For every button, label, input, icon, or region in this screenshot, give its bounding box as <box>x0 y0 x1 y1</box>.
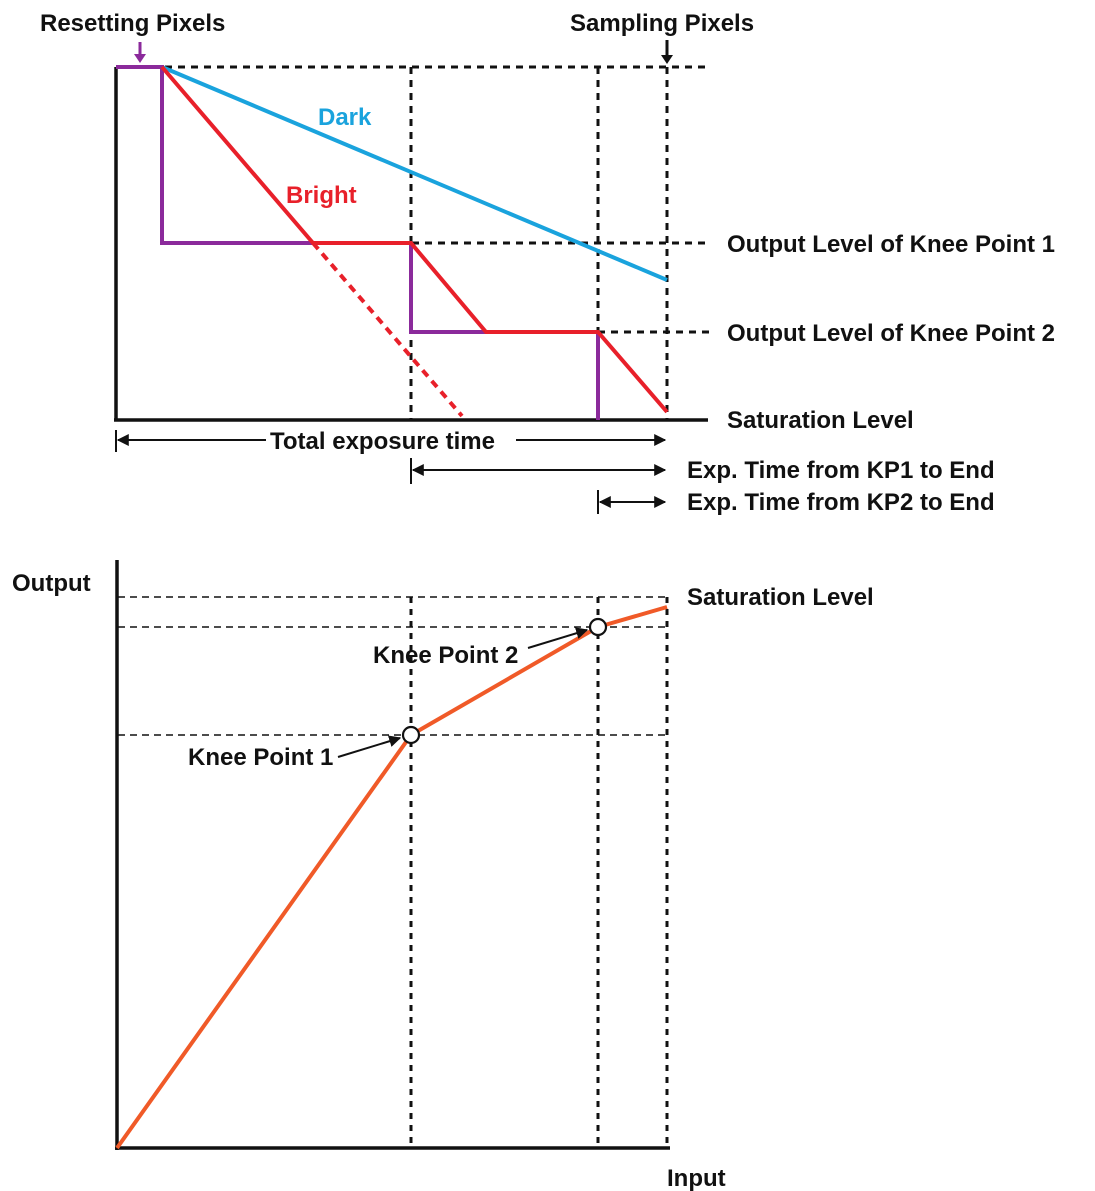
kp1-exposure-label: Exp. Time from KP1 to End <box>687 457 995 484</box>
bright-curve <box>160 65 669 418</box>
knee-point-2-pointer <box>527 627 589 649</box>
sampling-marker-arrow <box>661 40 673 64</box>
bottom-vertical-guides <box>409 597 669 1148</box>
reset-curve <box>116 65 600 420</box>
knee-point-2-label: Knee Point 2 <box>373 642 518 669</box>
top-guide-lines <box>165 65 710 420</box>
bright-label: Bright <box>286 182 357 209</box>
knee-point-1-pointer <box>337 735 402 758</box>
response-curve <box>115 605 668 1150</box>
knee-point-1-marker <box>401 725 421 745</box>
kp2-exposure-label: Exp. Time from KP2 to End <box>687 489 995 516</box>
saturation-level-label: Saturation Level <box>727 407 914 434</box>
knee-point-1-label: Knee Point 1 <box>188 744 333 771</box>
bright-extrapolation <box>311 241 464 418</box>
dark-curve <box>161 65 668 282</box>
input-axis-label: Input <box>667 1165 726 1191</box>
sampling-pixels-label: Sampling Pixels <box>570 10 754 37</box>
top-axes <box>114 67 708 422</box>
kp1-exposure-dimension <box>410 458 667 484</box>
reset-marker-arrow <box>134 42 146 63</box>
bottom-horizontal-guides <box>118 596 668 736</box>
saturation-level-label-bottom: Saturation Level <box>687 584 874 611</box>
knee1-level-label: Output Level of Knee Point 1 <box>727 231 1055 258</box>
response-curve-chart: Output Input Saturation Level Knee Point… <box>12 560 874 1191</box>
resetting-pixels-label: Resetting Pixels <box>40 10 225 37</box>
total-exposure-label: Total exposure time <box>270 428 495 455</box>
knee-point-2-marker <box>588 617 608 637</box>
exposure-timing-diagram: Resetting Pixels Sampling Pixels <box>40 10 1055 516</box>
bottom-axes <box>115 560 670 1150</box>
kp2-exposure-dimension <box>597 490 667 514</box>
total-exposure-dimension <box>115 430 667 452</box>
dark-label: Dark <box>318 104 372 131</box>
knee2-level-label: Output Level of Knee Point 2 <box>727 320 1055 347</box>
output-axis-label: Output <box>12 570 91 597</box>
